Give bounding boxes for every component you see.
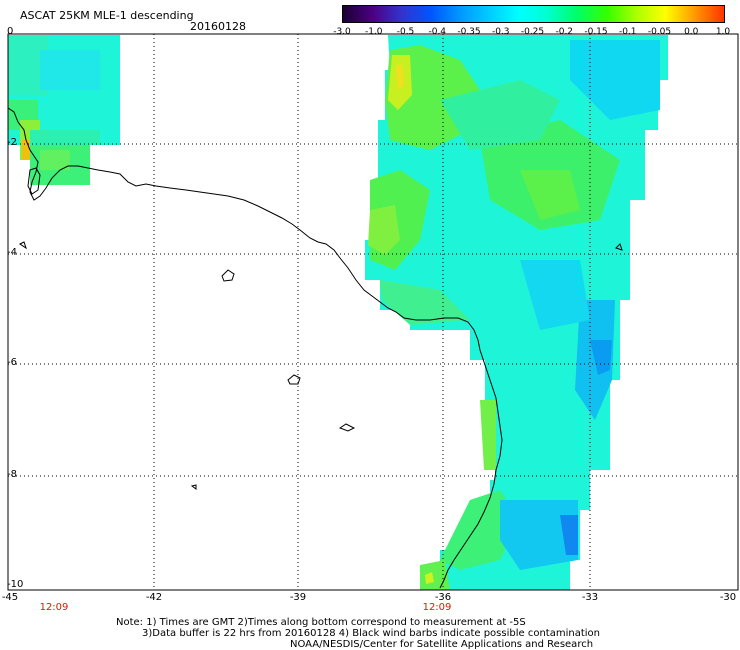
x-label-4: -33 xyxy=(581,592,599,603)
colorbar-label: -0.4 xyxy=(428,27,447,37)
y-label-0: 0 xyxy=(7,26,14,37)
colorbar xyxy=(342,5,725,23)
colorbar-label: -0.2 xyxy=(555,27,574,37)
x-label-5: -30 xyxy=(719,592,737,603)
x-label-3: -36 xyxy=(434,592,452,603)
y-label-4: -8 xyxy=(7,469,17,480)
colorbar-label: 0.0 xyxy=(684,27,699,37)
x-label-0: -45 xyxy=(1,592,19,603)
y-label-3: -6 xyxy=(7,357,17,368)
colorbar-label: -0.25 xyxy=(520,27,545,37)
colorbar-label: 1.0 xyxy=(715,27,731,37)
map-title: ASCAT 25KM MLE-1 descending xyxy=(20,9,194,22)
colorbar-label: -0.3 xyxy=(491,27,510,37)
y-label-5: -10 xyxy=(7,579,24,590)
colorbar-label: -0.1 xyxy=(618,27,637,37)
y-label-2: -4 xyxy=(7,247,17,258)
swath-left xyxy=(8,35,120,185)
note-line-1: Note: 1) Times are GMT 2)Times along bot… xyxy=(116,617,526,628)
colorbar-label: -0.05 xyxy=(647,27,672,37)
note-line-3: NOAA/NESDIS/Center for Satellite Applica… xyxy=(290,639,594,650)
y-label-1: -2 xyxy=(7,137,17,148)
colorbar-label: -1.0 xyxy=(364,27,383,37)
coastline xyxy=(7,107,623,589)
swath-right xyxy=(365,35,668,590)
colorbar-label: -0.5 xyxy=(396,27,415,37)
note-line-2: 3)Data buffer is 22 hrs from 20160128 4)… xyxy=(142,628,600,639)
x-label-2: -39 xyxy=(289,592,307,603)
colorbar-label: -3.0 xyxy=(333,27,351,37)
time-label-right: 12:09 xyxy=(422,602,452,613)
x-label-1: -42 xyxy=(145,592,163,603)
colorbar-label: -0.35 xyxy=(457,27,481,37)
time-label-left: 12:09 xyxy=(39,602,69,613)
map-frame xyxy=(7,33,739,591)
map-date: 20160128 xyxy=(190,20,246,33)
colorbar-label: -0.15 xyxy=(584,27,608,37)
